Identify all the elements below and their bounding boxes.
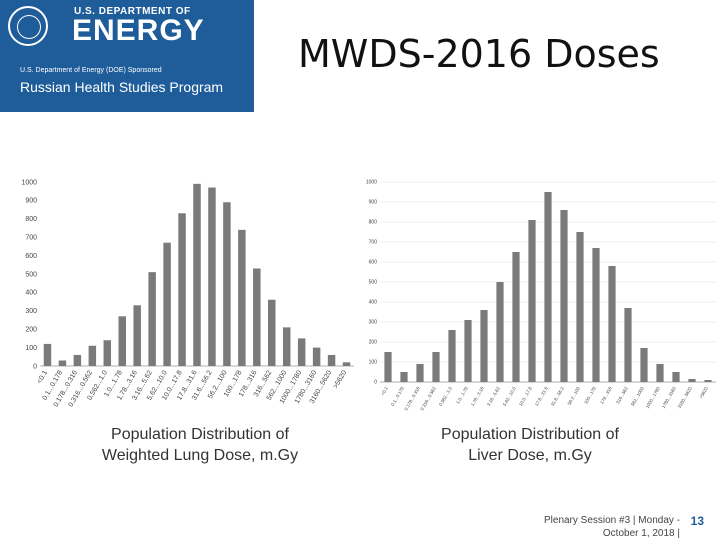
- y-tick-label: 100: [25, 345, 37, 352]
- bar->5620: [342, 362, 351, 366]
- bar-1000...1780: [297, 338, 306, 366]
- lung-caption: Population Distribution of Weighted Lung…: [60, 424, 340, 466]
- liver-caption-line2: Liver Dose, m.Gy: [468, 447, 592, 464]
- bar-5.62...10.0: [512, 252, 520, 382]
- bar-1780...3160: [312, 347, 321, 366]
- bar-178...316: [608, 266, 616, 382]
- liver-caption: Population Distribution of Liver Dose, m…: [390, 424, 670, 466]
- bar-31.6...56.2: [560, 210, 568, 382]
- bar-10.0...17.8: [528, 220, 536, 382]
- bar-0.562...1.0: [448, 330, 456, 382]
- lung-dose-svg: 01002003004005006007008009001000<0.10.1.…: [8, 168, 360, 414]
- bar-1000...1780: [656, 364, 664, 382]
- y-tick-label: 600: [25, 253, 37, 260]
- y-tick-label: 900: [369, 200, 378, 206]
- footer-line1: Plenary Session #3 | Monday -: [543, 515, 680, 526]
- y-tick-label: 600: [369, 260, 378, 266]
- bar-562...1000: [282, 327, 291, 366]
- y-tick-label: 700: [369, 240, 378, 246]
- y-tick-label: 300: [25, 308, 37, 315]
- bar-0.178...0.316: [416, 364, 424, 382]
- plot-background: [360, 168, 720, 414]
- sponsor-line: U.S. Department of Energy (DOE) Sponsore…: [20, 67, 162, 74]
- y-tick-label: 200: [369, 340, 378, 346]
- bar-100...178: [592, 248, 600, 382]
- bar-17.8...31.6: [544, 192, 552, 382]
- y-tick-label: 0: [33, 363, 37, 370]
- liver-dose-chart: 0 100 200 300 400 500 600 700 800 900 1000 <0.1 0.1.…: [360, 168, 720, 414]
- y-tick-label: 400: [369, 300, 378, 306]
- bar-316...562: [268, 299, 276, 366]
- energy-wordmark: ENERGY: [72, 14, 205, 47]
- lung-dose-chart: 0 100 200 300 400 500 600 700 800 900 1000 <0.1 0.1.…: [8, 168, 360, 414]
- bar-0.562...1.0: [103, 340, 112, 366]
- bar-3.16...5.62: [496, 282, 504, 382]
- y-tick-label: 100: [369, 360, 378, 366]
- bar-3160...5620: [327, 354, 336, 366]
- bar-10.0...17.8: [178, 213, 186, 366]
- y-tick-label: 0: [374, 380, 377, 386]
- slide-title: MWDS-2016 Doses: [298, 32, 660, 76]
- y-tick-label: 800: [369, 220, 378, 226]
- bar-1.0...1.78: [464, 320, 472, 382]
- y-tick-label: 1000: [21, 179, 37, 186]
- x-tick-label: <0.1: [380, 386, 389, 397]
- bar-1780...3160: [672, 372, 680, 382]
- bar-5.62...10.0: [163, 242, 171, 366]
- bar-1.78...3.16: [133, 305, 141, 366]
- lung-caption-line2: Weighted Lung Dose, m.Gy: [101, 447, 299, 464]
- bar-56.2...100: [576, 232, 584, 382]
- bar-3.16...5.62: [148, 272, 156, 366]
- lung-caption-line1: Population Distribution of: [111, 426, 289, 443]
- y-tick-label: 900: [25, 198, 37, 205]
- footer-line2: October 1, 2018 |: [602, 528, 680, 539]
- bar-0.178...0.316: [73, 354, 82, 366]
- y-tick-label: 300: [369, 320, 378, 326]
- bar->5620: [704, 380, 712, 382]
- footer-text: Plenary Session #3 | Monday - October 1,…: [544, 514, 680, 540]
- bar-1.0...1.78: [118, 316, 126, 366]
- bar-<0.1: [43, 343, 52, 366]
- page-number: 13: [690, 514, 704, 528]
- y-tick-label: 500: [25, 271, 37, 278]
- bar-0.1...0.178: [400, 372, 408, 382]
- bar-1.78...3.16: [480, 310, 488, 382]
- bar-17.8...31.6: [193, 183, 201, 366]
- bar-56.2...100: [223, 202, 231, 366]
- doe-banner: U.S. DEPARTMENT OF ENERGY U.S. Departmen…: [0, 0, 254, 112]
- bar-3160...5620: [688, 379, 696, 382]
- program-line: Russian Health Studies Program: [20, 79, 224, 95]
- liver-caption-line1: Population Distribution of: [441, 426, 619, 443]
- y-tick-label: 700: [25, 235, 37, 242]
- y-tick-label: 800: [25, 216, 37, 223]
- bar-178...316: [253, 268, 261, 366]
- bar-31.6...56.2: [208, 187, 216, 366]
- y-tick-label: 400: [25, 290, 37, 297]
- bar-100...178: [238, 229, 246, 366]
- bar-0.316...0.562: [88, 345, 97, 366]
- dept-line: U.S. DEPARTMENT OF: [74, 6, 191, 17]
- bar-316...562: [624, 308, 632, 382]
- bar-<0.1: [384, 352, 392, 382]
- bar-562...1000: [640, 348, 648, 382]
- y-tick-label: 500: [369, 280, 378, 286]
- doe-seal-icon: [8, 6, 48, 46]
- bar-0.1...0.178: [58, 360, 67, 366]
- bar-0.316...0.562: [432, 352, 440, 382]
- y-tick-label: 1000: [366, 180, 377, 186]
- x-tick-label: >5620: [698, 386, 709, 400]
- y-tick-label: 200: [25, 327, 37, 334]
